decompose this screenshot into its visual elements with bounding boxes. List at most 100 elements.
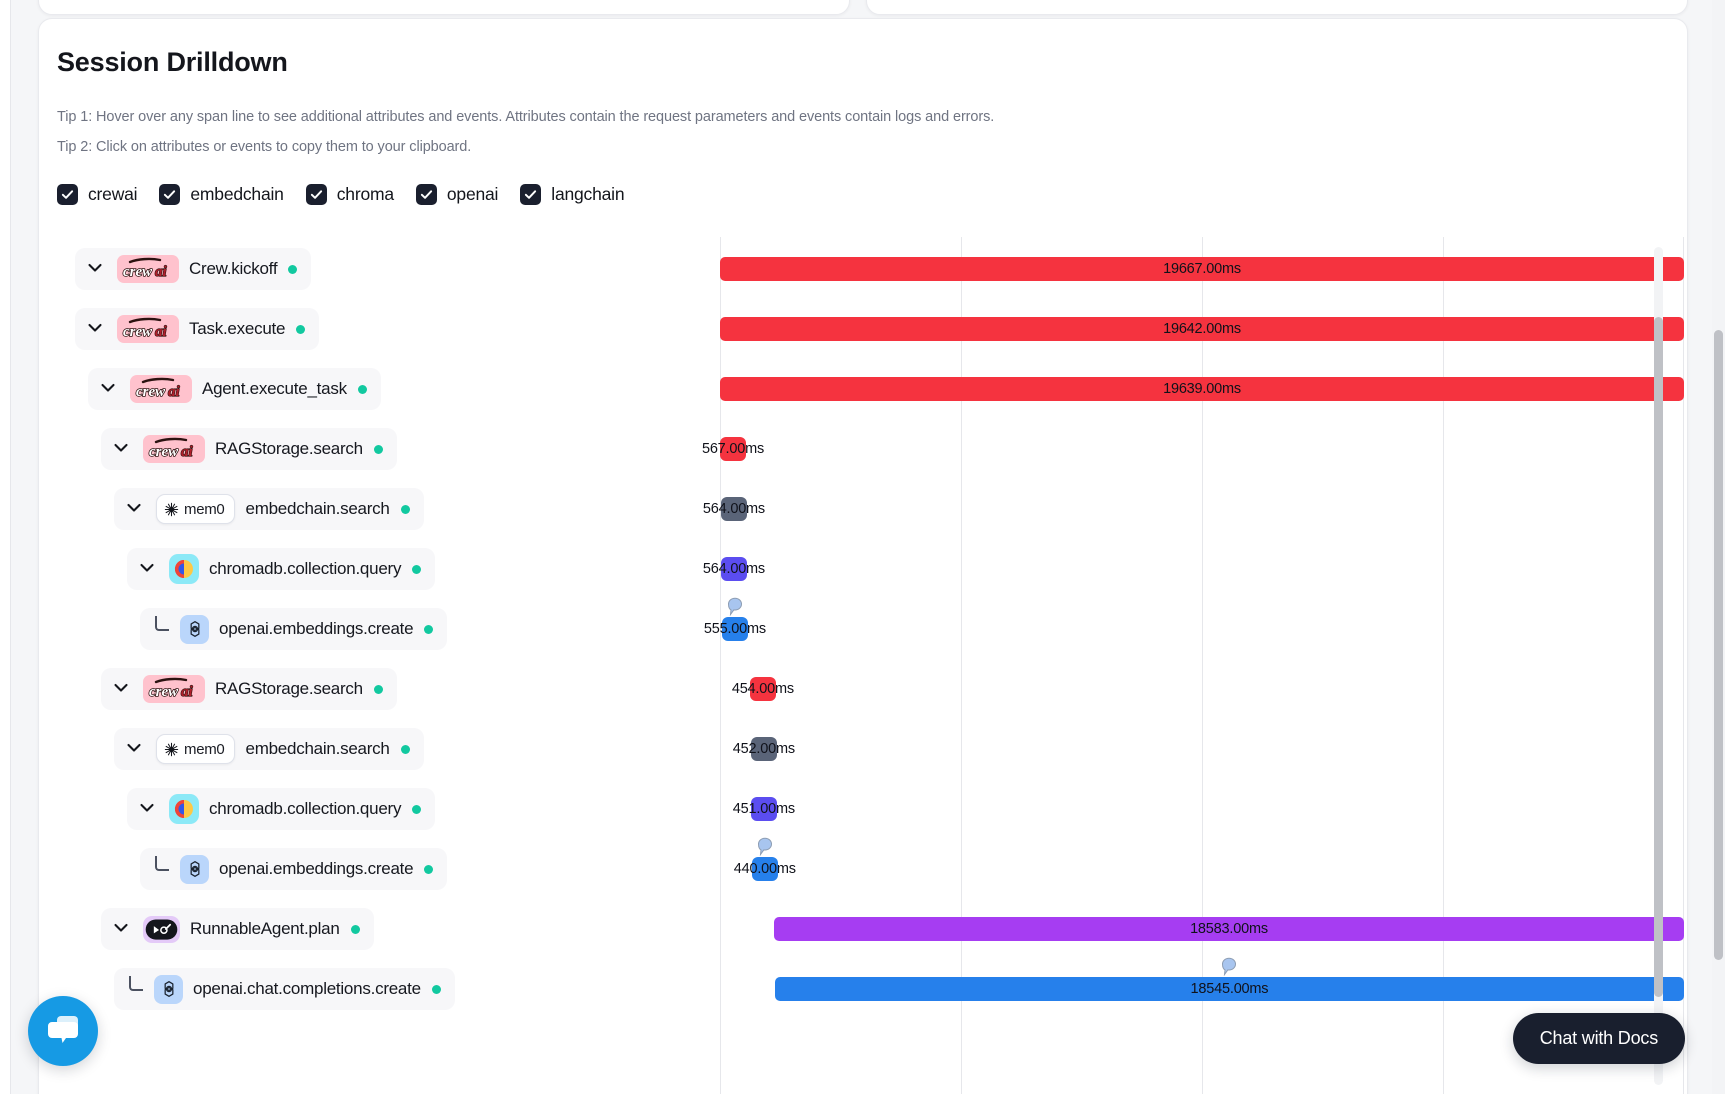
span-row[interactable]: RunnableAgent.plan 18583.00ms — [39, 899, 1687, 959]
checkbox-chroma[interactable] — [305, 184, 327, 205]
span-row[interactable]: crew ai RAGStorage.search 567.00ms — [39, 419, 1687, 479]
chevron-down-icon[interactable] — [111, 678, 133, 700]
svg-text:ai: ai — [155, 264, 168, 280]
upper-card-left — [38, 0, 850, 15]
checkbox-crewai[interactable] — [57, 184, 78, 205]
filter-langchain[interactable]: langchain — [520, 184, 625, 205]
svg-text:ai: ai — [181, 684, 194, 700]
span-row[interactable]: crew ai RAGStorage.search 454.00ms — [39, 659, 1687, 719]
span-duration-label: 18583.00ms — [1190, 921, 1268, 937]
svg-text:crew: crew — [136, 384, 166, 400]
span-row[interactable]: crew ai Agent.execute_task 19639.00ms — [39, 359, 1687, 419]
span-bar[interactable]: 19639.00ms — [720, 377, 1684, 401]
span-label-RAGStorage.search[interactable]: crew ai RAGStorage.search — [101, 668, 397, 710]
status-dot-ok-icon — [424, 624, 434, 634]
span-bar[interactable] — [720, 497, 747, 521]
chevron-down-icon[interactable] — [85, 258, 107, 280]
chevron-down-icon[interactable] — [124, 738, 146, 760]
span-label-chromadb.collection.query[interactable]: chromadb.collection.query — [127, 788, 436, 830]
span-bar[interactable] — [750, 737, 777, 761]
openai-logo-icon — [180, 614, 209, 644]
span-row[interactable]: mem0 embedchain.search 452.00ms — [39, 719, 1687, 779]
chevron-down-icon[interactable] — [137, 798, 159, 820]
chevron-down-icon[interactable] — [124, 498, 146, 520]
span-label-RunnableAgent.plan[interactable]: RunnableAgent.plan — [101, 908, 374, 950]
chat-with-docs-button[interactable]: Chat with Docs — [1512, 1013, 1685, 1064]
svg-text:crew: crew — [149, 684, 179, 700]
trace-scrollbar-track[interactable] — [1654, 247, 1663, 1085]
filter-chroma[interactable]: chroma — [305, 184, 394, 205]
span-bar[interactable] — [721, 617, 748, 641]
span-name: RunnableAgent.plan — [190, 919, 340, 938]
chevron-down-icon[interactable] — [98, 378, 120, 400]
span-label-RAGStorage.search[interactable]: crew ai RAGStorage.search — [101, 428, 397, 470]
span-row[interactable]: crew ai Task.execute 19642.00ms — [39, 299, 1687, 359]
event-bubble-marker-icon[interactable] — [756, 837, 773, 857]
elbow-connector-icon — [150, 856, 172, 880]
page-scrollbar-track[interactable] — [1712, 0, 1725, 1094]
span-bar[interactable]: 19667.00ms — [720, 257, 1684, 281]
checkbox-openai[interactable] — [415, 184, 437, 205]
status-dot-ok-icon — [431, 984, 441, 994]
span-bar[interactable]: 18545.00ms — [774, 977, 1684, 1001]
span-bar[interactable] — [720, 437, 746, 461]
status-dot-ok-icon — [400, 504, 410, 514]
span-name: RAGStorage.search — [215, 439, 363, 458]
span-row[interactable]: openai.embeddings.create 555.00ms — [39, 597, 1687, 659]
svg-text:ai: ai — [155, 324, 168, 340]
chevron-down-icon[interactable] — [111, 438, 133, 460]
chevron-down-icon[interactable] — [137, 558, 159, 580]
status-dot-ok-icon — [412, 804, 422, 814]
status-dot-ok-icon — [412, 564, 422, 574]
span-row[interactable]: chromadb.collection.query 451.00ms — [39, 779, 1687, 839]
status-dot-ok-icon — [357, 384, 367, 394]
crewai-logo-icon: crew ai — [143, 675, 205, 703]
span-name: Crew.kickoff — [189, 259, 278, 278]
span-name: embedchain.search — [245, 739, 390, 758]
span-row[interactable]: mem0 embedchain.search 564.00ms — [39, 479, 1687, 539]
span-label-embedchain.search[interactable]: mem0 embedchain.search — [114, 728, 424, 770]
page-scrollbar-thumb[interactable] — [1714, 330, 1723, 960]
filter-crewai[interactable]: crewai — [57, 184, 138, 205]
filter-openai[interactable]: openai — [415, 184, 498, 205]
span-label-Agent.execute_task[interactable]: crew ai Agent.execute_task — [88, 368, 381, 410]
span-bar[interactable] — [750, 797, 777, 821]
span-bar[interactable]: 19642.00ms — [720, 317, 1684, 341]
status-dot-ok-icon — [373, 444, 383, 454]
chat-widget-button[interactable] — [28, 996, 98, 1066]
langchain-logo-icon — [143, 915, 180, 943]
span-bar[interactable] — [749, 677, 776, 701]
svg-text:crew: crew — [123, 264, 153, 280]
chevron-down-icon[interactable] — [85, 318, 107, 340]
chromadb-logo-icon — [169, 554, 199, 584]
span-row[interactable]: openai.chat.completions.create 18545.00ms — [39, 957, 1687, 1019]
filter-label-embedchain: embedchain — [190, 184, 284, 204]
trace-scrollbar-thumb[interactable] — [1654, 317, 1663, 997]
event-bubble-marker-icon[interactable] — [726, 597, 743, 617]
span-label-Crew.kickoff[interactable]: crew ai Crew.kickoff — [75, 248, 312, 290]
span-label-openai.chat.completions.create[interactable]: openai.chat.completions.create — [114, 968, 455, 1010]
mem0-starburst-icon — [164, 742, 179, 756]
span-bar[interactable]: 18583.00ms — [773, 917, 1684, 941]
span-row[interactable]: chromadb.collection.query 564.00ms — [39, 539, 1687, 599]
span-label-chromadb.collection.query[interactable]: chromadb.collection.query — [127, 548, 436, 590]
chevron-down-icon[interactable] — [111, 918, 133, 940]
span-name: chromadb.collection.query — [209, 559, 402, 578]
span-bar[interactable] — [751, 857, 778, 881]
span-label-Task.execute[interactable]: crew ai Task.execute — [75, 308, 320, 350]
filter-embedchain[interactable]: embedchain — [159, 184, 284, 205]
span-name: RAGStorage.search — [215, 679, 363, 698]
checkbox-langchain[interactable] — [520, 184, 542, 205]
trace-timeline: crew ai Crew.kickoff 19667.00ms crew ai Task.e… — [39, 229, 1687, 1094]
span-name: Agent.execute_task — [202, 379, 347, 398]
span-row[interactable]: openai.embeddings.create 440.00ms — [39, 837, 1687, 899]
elbow-connector-icon — [124, 976, 146, 1000]
span-label-embedchain.search[interactable]: mem0 embedchain.search — [114, 488, 424, 530]
event-bubble-marker-icon[interactable] — [1221, 957, 1238, 977]
span-label-openai.embeddings.create[interactable]: openai.embeddings.create — [140, 608, 448, 650]
span-row[interactable]: crew ai Crew.kickoff 19667.00ms — [39, 239, 1687, 299]
checkbox-embedchain[interactable] — [159, 184, 181, 205]
svg-text:crew: crew — [123, 324, 153, 340]
span-label-openai.embeddings.create[interactable]: openai.embeddings.create — [140, 848, 448, 890]
span-bar[interactable] — [720, 557, 747, 581]
